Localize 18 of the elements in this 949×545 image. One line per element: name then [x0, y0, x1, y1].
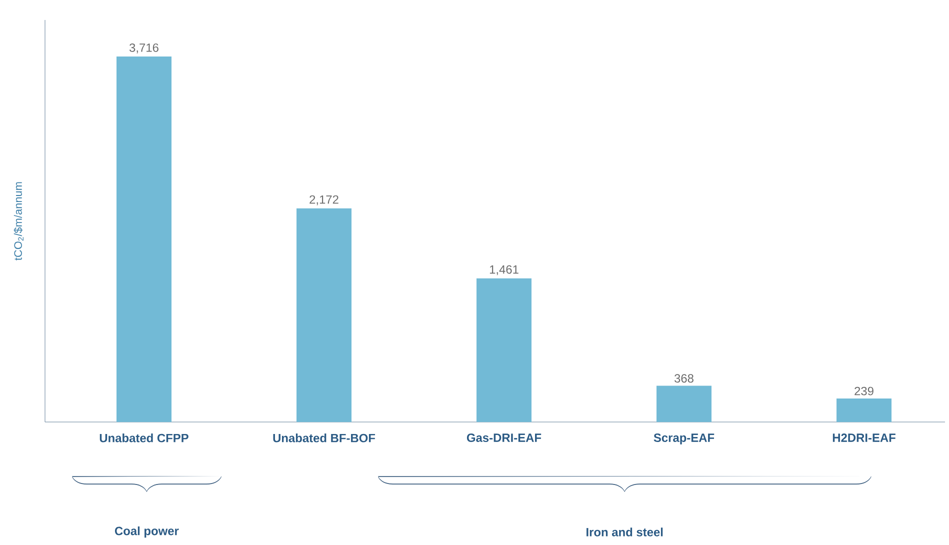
bar	[116, 56, 172, 422]
bar	[476, 278, 532, 422]
text: Coal power	[114, 526, 179, 538]
data-label: 239	[854, 386, 874, 396]
bar	[296, 208, 352, 422]
x-tick-label: Unabated CFPP	[100, 434, 188, 442]
bar	[656, 386, 712, 422]
data-label: 3,716	[129, 43, 158, 54]
x-tick-label: Scrap-EAF	[654, 434, 714, 444]
y-axis-title: tCO$_{2}$/$m/annum	[14, 182, 24, 260]
data-label: 368	[674, 374, 694, 383]
x-tick-label: Unabated BF-BOF	[273, 434, 376, 442]
x-tick-label: H2DRI-EAF	[832, 434, 896, 442]
x-tick-label: Gas-DRI-EAF	[466, 434, 542, 442]
bar	[836, 398, 892, 422]
data-label: 1,461	[490, 265, 518, 276]
data-label: 2,172	[310, 195, 338, 206]
text: Iron and steel	[586, 528, 663, 536]
